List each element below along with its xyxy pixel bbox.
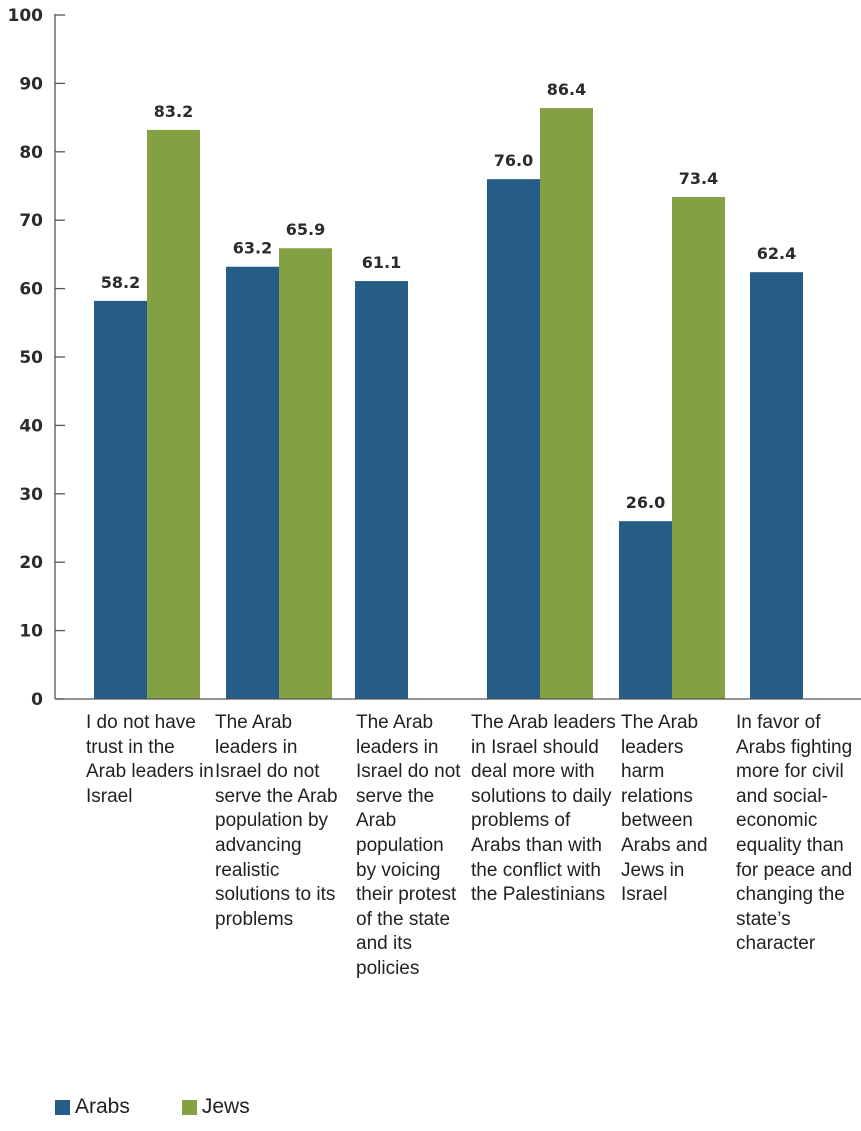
category-label: The Arab leaders in Israel do not serve … [356,712,461,979]
y-axis: 0 10 20 30 40 50 60 70 80 90 100 [8,6,65,710]
y-tick-label: 70 [19,211,43,231]
y-tick-label: 100 [8,6,44,26]
y-tick-label: 50 [19,348,43,368]
legend-item-arabs: Arabs [55,1095,130,1119]
y-tick-label: 40 [19,416,43,436]
data-label-jews: 73.4 [679,169,718,188]
bar-arabs [619,521,672,699]
category-label: The Arab leaders in Israel should deal m… [471,712,616,906]
bar-arabs [226,266,279,699]
data-label-jews: 65.9 [286,220,325,239]
data-label-arabs: 63.2 [233,239,272,258]
legend-label-jews: Jews [201,1095,250,1118]
data-label-jews: 86.4 [547,80,586,99]
y-tick-label: 0 [31,690,43,710]
y-tick-label: 10 [19,622,43,642]
legend-swatch-jews [181,1099,197,1115]
bar-jews [672,196,725,699]
y-tick-label: 20 [19,553,43,573]
y-tick-label: 80 [19,143,43,163]
bar-arabs [94,300,147,699]
legend: Arabs Jews [55,1095,302,1119]
data-label-arabs: 61.1 [362,253,401,272]
bar-jews [147,129,200,700]
category-label: In favor of Arabs fighting more for civi… [736,712,853,955]
bar-arabs [487,179,540,699]
bar-jews [279,248,332,699]
bars: 58.2 63.2 61.1 76.0 26.0 62.4 83.2 65.9 86.4 73.4 [94,80,803,700]
legend-label-arabs: Arabs [75,1095,130,1118]
legend-swatch-arabs [55,1099,70,1115]
category-label: The Arab leaders harm relations between … [621,712,708,906]
y-tick-label: 60 [19,280,43,300]
data-label-arabs: 76.0 [494,151,533,170]
bar-arabs [750,272,803,699]
bar-arabs [355,281,408,699]
y-tick-label: 30 [19,485,43,505]
data-label-arabs: 58.2 [101,273,140,292]
bar-jews [540,108,593,700]
data-label-arabs: 26.0 [626,493,665,512]
legend-item-jews: Jews [181,1095,250,1119]
category-label: I do not have trust in the Arab leaders … [86,712,214,807]
y-tick-label: 90 [19,74,43,94]
category-label: The Arab leaders in Israel do not serve … [215,712,338,930]
data-label-arabs: 62.4 [757,244,796,263]
data-label-jews: 83.2 [154,102,193,121]
